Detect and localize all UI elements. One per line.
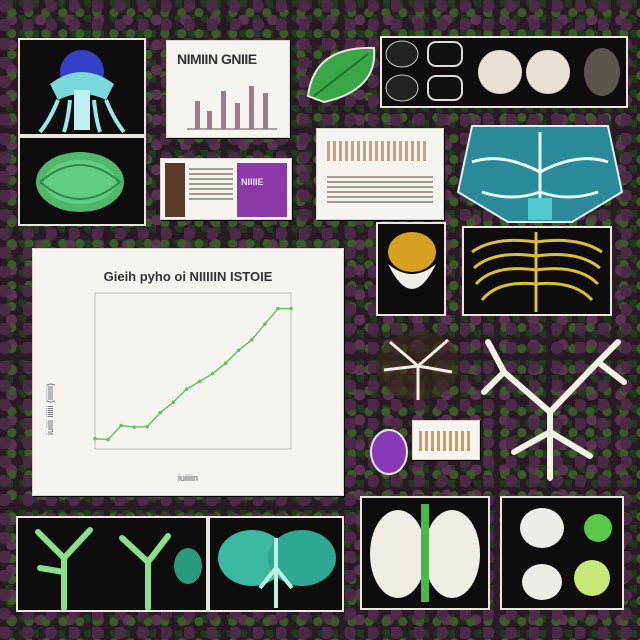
green-coral-panel — [16, 516, 208, 612]
chart-data-point — [276, 306, 280, 311]
teal-anatomy-illustration — [218, 530, 336, 608]
branching-structure-illustration — [481, 339, 627, 481]
chart-data-point — [263, 322, 267, 326]
chart-data-point — [93, 436, 97, 441]
chart-data-point — [106, 437, 110, 442]
chart-data-point — [119, 423, 123, 428]
chart-axes — [94, 292, 292, 450]
chart-data-point — [132, 425, 136, 429]
stripe-header — [327, 141, 426, 161]
chart-plot-frame — [94, 292, 292, 450]
line-chart-panel: Gieih pyho oi NIIIIIN ISTOIE iuiiii iiii… — [32, 248, 344, 496]
chart-data-point — [184, 387, 189, 391]
chart-data-point — [250, 338, 254, 342]
cell-strip-illustration — [385, 40, 620, 102]
purple-cell-illustration — [370, 429, 408, 475]
chart-data-point — [289, 306, 293, 311]
chart-data-point — [145, 424, 150, 429]
specimen-panel-green-cell — [18, 136, 146, 226]
ribcage-illustration — [471, 232, 603, 312]
white-pod-illustration — [370, 504, 480, 602]
orange-specimen-panel — [376, 222, 446, 316]
spheres-illustration — [520, 508, 612, 600]
blue-anatomy-panel — [452, 122, 628, 226]
ribcage-panel — [462, 226, 612, 316]
blue-anatomy-illustration — [456, 125, 624, 223]
text-document — [316, 128, 444, 220]
book-spine — [165, 163, 185, 217]
leaf-illustration — [306, 46, 376, 104]
specimen-panel-jellyfish — [18, 38, 146, 136]
chart-series-line — [94, 307, 291, 441]
book-text-lines — [189, 165, 233, 203]
spheres-panel — [500, 496, 624, 610]
green-cell-illustration — [36, 152, 124, 212]
chart-data-point — [197, 379, 202, 384]
document-title: NIMIIN GNIIE — [177, 51, 257, 67]
small-bar-document-chart — [419, 431, 470, 451]
purple-page-label: NIIIIE — [241, 177, 264, 187]
neuron-illustration — [376, 332, 460, 400]
small-bar-document — [412, 420, 480, 460]
line-chart: iuiiii iiiiii (iiiiiii) iuiiiin — [45, 292, 293, 483]
cell-image-strip — [380, 36, 628, 108]
chart-series — [93, 306, 293, 442]
green-coral-illustration — [35, 527, 202, 610]
chart-data-point — [223, 361, 228, 365]
orange-specimen-illustration — [388, 232, 436, 289]
leaf-illustration-panel — [304, 40, 382, 106]
purple-cell-small — [368, 424, 410, 478]
chart-data-point — [158, 410, 163, 415]
purple-page: NIIIIE — [237, 163, 287, 217]
chart-data-point — [236, 348, 241, 352]
neuron-illustration-panel — [370, 326, 466, 408]
mini-bar-chart-document: NIMIIN GNIIE — [166, 40, 290, 138]
chart-title: Gieih pyho oi NIIIIIN ISTOIE — [103, 269, 273, 284]
chart-data-point — [210, 371, 215, 376]
chart-y-axis-label: iuiiii iiiiii (iiiiiii) — [45, 383, 55, 435]
jellyfish-illustration — [38, 50, 126, 134]
open-book-document: NIIIIE — [160, 158, 292, 220]
chart-x-axis-label: iuiiiin — [178, 473, 198, 483]
branching-structure-panel — [474, 332, 628, 482]
white-pod-panel — [360, 496, 490, 610]
mini-bar-chart — [187, 86, 277, 130]
document-text-lines — [327, 173, 433, 206]
teal-anatomy-panel — [208, 516, 344, 612]
chart-data-point — [171, 400, 176, 404]
